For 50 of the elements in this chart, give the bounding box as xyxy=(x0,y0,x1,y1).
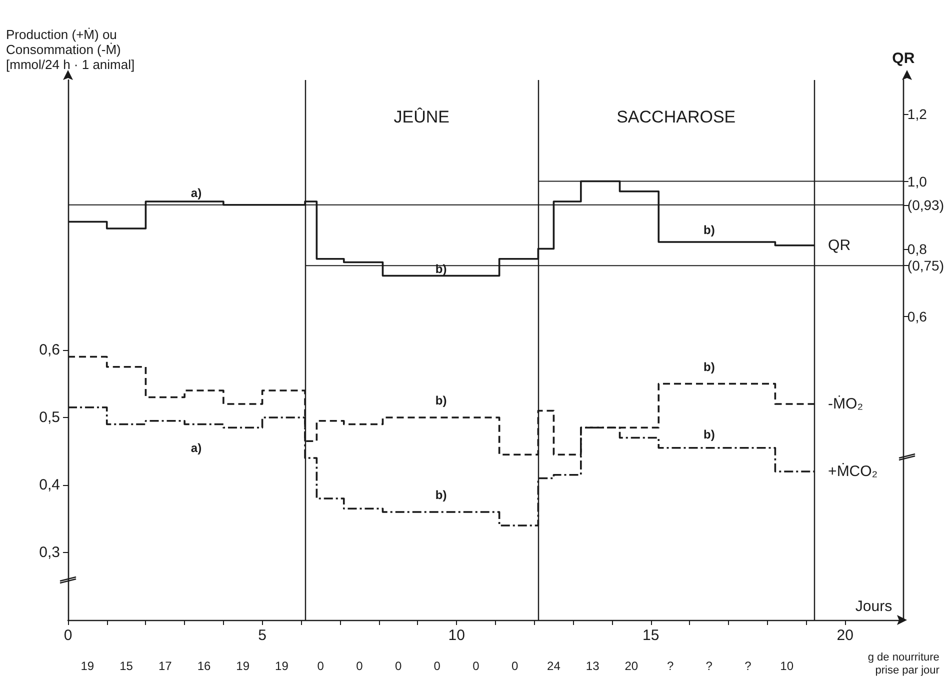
annotation: b) xyxy=(703,360,715,374)
y-tick-label: 0,4 xyxy=(39,476,60,494)
text: 19 xyxy=(275,659,289,673)
annotation: JEÛNE xyxy=(394,108,450,127)
text: 19 xyxy=(236,659,250,673)
annotation: a) xyxy=(190,186,202,200)
annotation: SACCHAROSE xyxy=(616,108,736,127)
x-tick-label: 0 xyxy=(64,627,72,644)
text: 20 xyxy=(624,659,638,673)
text: ? xyxy=(744,659,752,673)
annotation: b) xyxy=(435,488,447,502)
y2-tick-label: (0,93) xyxy=(907,196,944,213)
text: 15 xyxy=(120,659,134,673)
x-tick-label: 20 xyxy=(836,627,854,644)
text: ? xyxy=(666,659,674,673)
text: 19 xyxy=(80,659,94,673)
annotation: b) xyxy=(703,223,715,238)
text: 17 xyxy=(158,659,172,673)
annotation: a) xyxy=(190,440,202,455)
y2-tick-label: (0,75) xyxy=(907,258,944,274)
y2-axis-title: QR xyxy=(892,50,915,67)
text: ? xyxy=(706,659,713,673)
x-axis-title: Jours xyxy=(855,598,892,615)
x-tick-label: 15 xyxy=(642,627,660,644)
y2-tick-label: 1,2 xyxy=(907,106,928,122)
text: 0 xyxy=(394,659,402,673)
text: g de nourriture prise par jour xyxy=(868,652,940,676)
text: 13 xyxy=(586,659,600,673)
y2-tick-label: 1,0 xyxy=(907,173,928,190)
x-tick-label: 5 xyxy=(258,627,266,644)
text: 0 xyxy=(512,659,519,673)
y-tick-label: 0,5 xyxy=(39,409,60,426)
text: 0 xyxy=(317,659,324,673)
text: 0 xyxy=(434,659,441,673)
series-label: +ṀCO₂ xyxy=(828,462,878,480)
annotation: b) xyxy=(703,427,715,442)
y2-tick-label: 0,8 xyxy=(907,240,928,257)
x-tick-label: 10 xyxy=(448,627,465,644)
y-tick-label: 0,6 xyxy=(39,342,60,358)
y2-tick-label: 0,6 xyxy=(907,308,928,324)
y-axis-title: Production (+Ṁ) ou Consommation (-Ṁ) [mmol/24 h · 1 animal] xyxy=(6,27,135,72)
series-label: QR xyxy=(828,236,851,254)
text: 10 xyxy=(780,659,794,673)
annotation: b) xyxy=(435,394,447,408)
series-label: -ṀO₂ xyxy=(828,394,864,412)
text: 0 xyxy=(472,659,480,673)
text: 16 xyxy=(197,659,211,673)
y-tick-label: 0,3 xyxy=(39,544,60,561)
text: 24 xyxy=(547,659,561,673)
text: 0 xyxy=(356,659,364,673)
